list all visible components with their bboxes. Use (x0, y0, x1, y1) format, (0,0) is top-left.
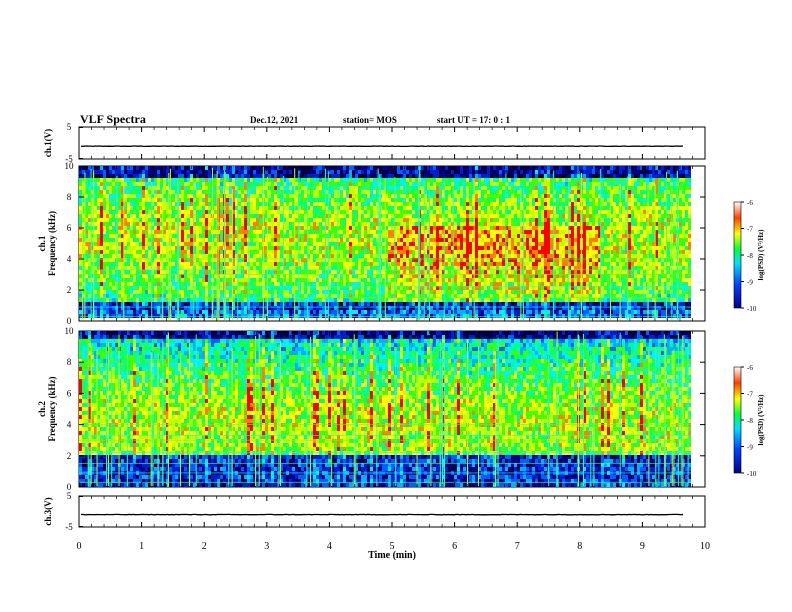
x-axis-label: Time (min) (368, 550, 416, 561)
ch1-spectrogram-ylabel-channel: ch.1 (37, 235, 47, 251)
ch1-spectrogram-colorbar-tick-label: -8 (747, 252, 753, 260)
x-tick-label: 6 (452, 541, 457, 552)
ch2-spectrogram-ytick-label: 8 (67, 357, 72, 367)
ch1-spectrogram-colorbar-tick-label: -10 (747, 305, 757, 313)
ch2-spectrogram-ylabel-frequency: Frequency (kHz) (47, 376, 57, 441)
x-tick-label: 0 (77, 541, 82, 552)
ch3-waveform-ylabel: ch.3(V) (43, 497, 53, 525)
ch1-spectrogram-ytick-label: 0 (67, 316, 72, 326)
x-tick-label: 2 (202, 541, 207, 552)
ch1-spectrogram-ytick-label: 4 (67, 254, 72, 264)
ch2-spectrogram-colorbar-tick-label: -9 (747, 444, 753, 452)
ch2-spectrogram-colorbar-tick-label: -6 (747, 364, 753, 372)
ch2-spectrogram-ytick-label: 2 (67, 451, 72, 461)
ch2-spectrogram-colorbar-label: log(PSD) (V²/Hz) (757, 394, 765, 446)
ch1-spectrogram-colorbar-tick-label: -7 (747, 226, 753, 234)
vlf-spectra-figure: 5-5ch.1(V)0246810ch.1 Frequency (kHz)-6-7… (0, 0, 792, 612)
ch2-spectrogram-colorbar-tick-label: -10 (747, 470, 757, 478)
x-tick-label: 7 (515, 541, 520, 552)
ch1-spectrogram-ylabel-frequency: Frequency (kHz) (47, 211, 57, 276)
x-tick-label: 8 (577, 541, 582, 552)
ch1-spectrogram-colorbar-tick-label: -9 (747, 279, 753, 287)
ch2-spectrogram-colorbar-tick-label: -8 (747, 417, 753, 425)
ch1-spectrogram-colorbar (734, 202, 741, 308)
x-tick-label: 4 (327, 541, 332, 552)
ch2-spectrogram-ylabel-channel: ch.2 (37, 401, 47, 417)
ch1-spectrogram-ytick-label: 10 (65, 161, 75, 171)
ch1-spectrogram-colorbar-tick-label: -6 (747, 199, 753, 207)
x-tick-label: 10 (700, 541, 710, 552)
ch1-spectrogram-colorbar-label: log(PSD) (V²/Hz) (757, 229, 765, 281)
x-tick-label: 1 (139, 541, 144, 552)
ch2-spectrogram-ytick-label: 6 (67, 388, 72, 398)
ch3-waveform-ytick-label: -5 (65, 522, 73, 532)
ch1-waveform-ytick-label: 5 (67, 122, 72, 132)
ch1-waveform-ylabel: ch.1(V) (43, 129, 53, 157)
ch1-spectrogram-ytick-label: 2 (67, 285, 72, 295)
ch3-waveform-ytick-label: 5 (67, 491, 72, 501)
x-tick-label: 3 (264, 541, 269, 552)
ch1-spectrogram-ytick-label: 6 (67, 223, 72, 233)
ch2-spectrogram-ytick-label: 10 (65, 326, 75, 336)
ch2-spectrogram-colorbar (734, 367, 741, 473)
x-tick-label: 9 (640, 541, 645, 552)
ch2-spectrogram-ytick-label: 4 (67, 420, 72, 430)
ch2-spectrogram-colorbar-tick-label: -7 (747, 391, 753, 399)
ch1-spectrogram-ytick-label: 8 (67, 192, 72, 202)
